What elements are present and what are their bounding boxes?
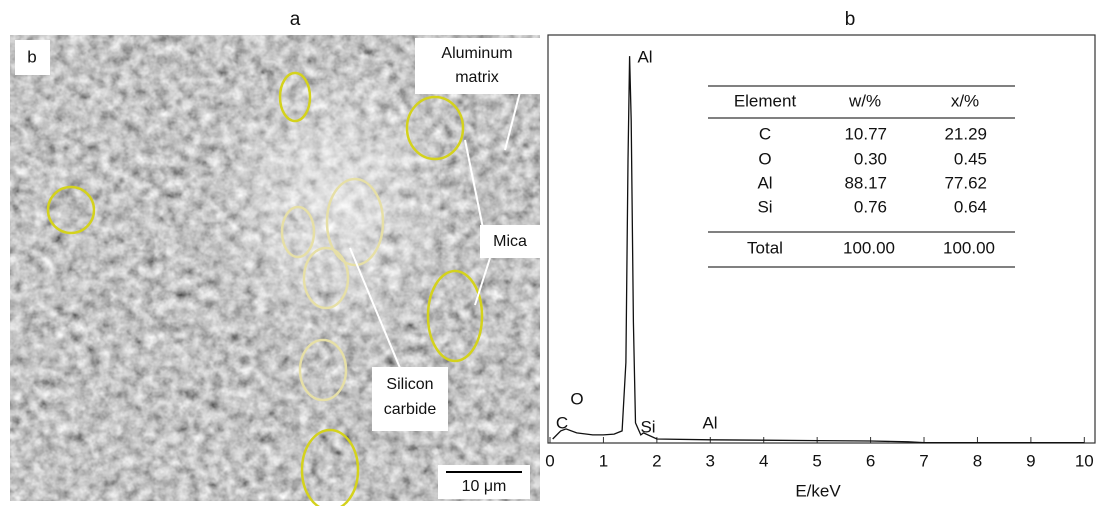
label-text: carbide [384,401,437,418]
x-tick-label: 8 [973,451,982,470]
label-box [415,38,540,94]
circle [426,269,484,363]
table-cell: 10.77 [844,124,887,143]
corner-label: b [27,47,36,66]
table-cell: 88.17 [844,173,887,192]
peak-label: Si [640,417,655,436]
table-header: w/% [848,91,881,110]
circle [280,205,316,259]
arrow [464,139,486,239]
x-tick-label: 7 [919,451,928,470]
table-cell: Al [757,173,772,192]
arrow [504,91,521,151]
x-tick-label: 10 [1075,451,1094,470]
table-cell: O [758,149,771,168]
label-box [480,225,540,258]
table-cell: 0.45 [954,149,987,168]
table-cell: 77.62 [944,173,987,192]
table-cell: Si [757,197,772,216]
label-text: Silicon [386,376,433,393]
label-text: Mica [493,233,527,250]
scale-text: 10 μm [462,478,507,495]
peak-label: O [570,389,583,408]
x-tick-label: 6 [866,451,875,470]
x-tick-label: 0 [545,451,554,470]
table-cell: 0.64 [954,197,987,216]
arrow [474,257,491,306]
peak-label: C [556,413,568,432]
circle [298,338,348,402]
table-cell: 100.00 [843,238,895,257]
label-text: matrix [455,69,499,86]
table-header: x/% [951,91,979,110]
label-box [372,367,448,431]
label-text: Aluminum [441,45,512,62]
plot-frame [547,34,1096,444]
circle [325,177,385,267]
sem-image: b Aluminum matrix Mica Silicon carbide 1… [10,35,540,506]
x-tick-label: 4 [759,451,768,470]
circle [405,95,465,161]
table-cell: 0.76 [854,197,887,216]
x-tick-label: 5 [812,451,821,470]
table [708,85,1015,268]
scale-box [438,465,530,499]
circle [302,246,350,310]
circles [46,71,484,506]
arrow [349,247,401,369]
x-tick-label: 3 [706,451,715,470]
table-cell: Total [747,238,783,257]
chart-title: b [845,9,856,30]
peak-label: Al [637,47,652,66]
x-tick-label: 1 [599,451,608,470]
table-cell: C [759,124,771,143]
x-tick-label: 2 [652,451,661,470]
peak-label: Al [702,413,717,432]
spectrum-line [552,56,1085,444]
sem-highlight [180,80,440,380]
table-cell: 21.29 [944,124,987,143]
x-axis-label: E/keV [795,481,841,500]
circle [278,71,312,123]
panel-title: a [290,9,301,30]
label-box [15,40,50,75]
circle [46,185,96,235]
table-cell: 0.30 [854,149,887,168]
x-tick-label: 9 [1026,451,1035,470]
circle [300,428,360,506]
table-cell: 100.00 [943,238,995,257]
table-header: Element [734,91,797,110]
arrows [349,91,521,369]
